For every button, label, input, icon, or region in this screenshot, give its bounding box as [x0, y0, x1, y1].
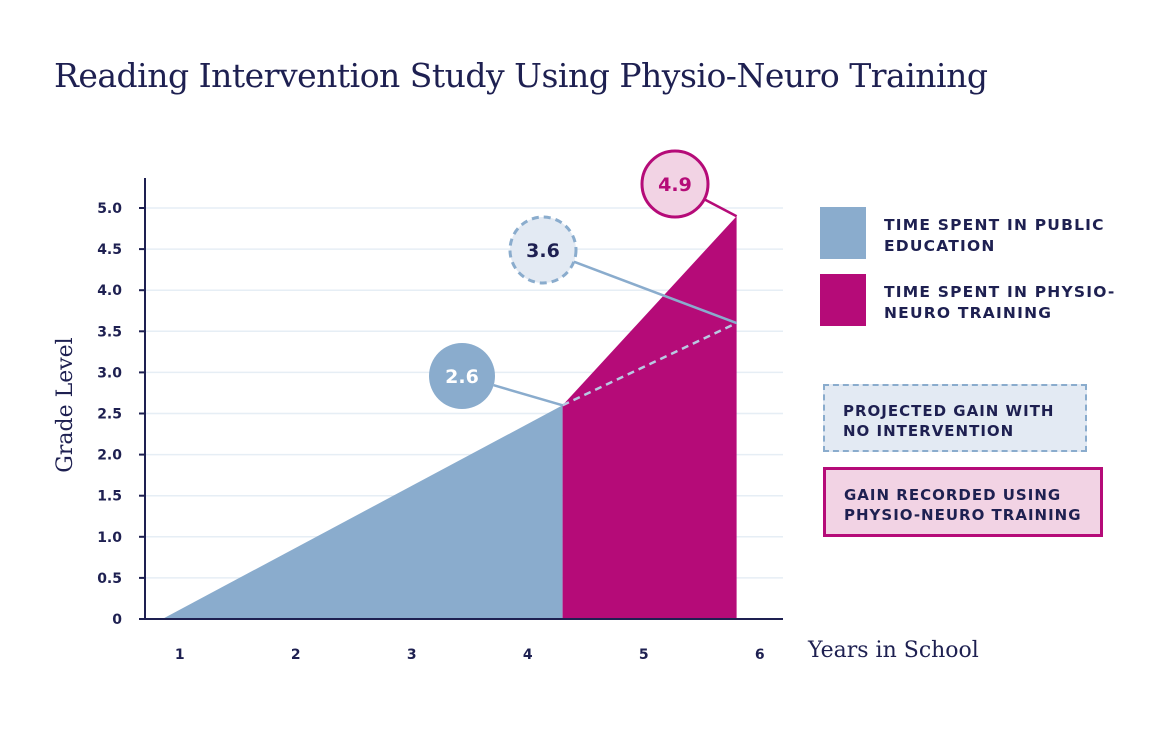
legend-box-projected: PROJECTED GAIN WITH NO INTERVENTION: [823, 384, 1087, 452]
callout-label-public: 2.6: [445, 366, 479, 388]
x-tick-label: 6: [755, 647, 765, 663]
callout-circle-public: [429, 343, 495, 409]
x-tick-label: 4: [523, 647, 533, 663]
axes: [139, 178, 783, 620]
y-tick-label: 3.0: [97, 365, 122, 381]
y-tick-label: 0: [112, 612, 122, 628]
area-physio-neuro-training: [562, 216, 737, 619]
x-tick-label: 1: [175, 647, 185, 663]
y-tick-label: 5.0: [97, 201, 122, 217]
callout-leader-public: [493, 384, 563, 407]
line-projected-gain: [562, 321, 738, 407]
y-tick-label: 1.5: [97, 489, 122, 505]
y-tick-label: 4.0: [97, 283, 122, 299]
callout-label-recorded: 4.9: [658, 174, 692, 196]
x-axis-title: Years in School: [807, 638, 979, 663]
legend-label-physio: TIME SPENT IN PHYSIO-NEURO TRAINING: [884, 283, 1116, 322]
y-tick-label: 4.5: [97, 242, 122, 258]
legend-swatch-physio: [820, 274, 866, 326]
y-tick-label: 2.5: [97, 407, 122, 423]
x-tick-label: 3: [407, 647, 417, 663]
callout-circle-recorded: [640, 149, 710, 219]
chart-title: Reading Intervention Study Using Physio-…: [54, 56, 988, 95]
callout-label-projected: 3.6: [526, 240, 560, 262]
callout-circle-projected: [508, 215, 578, 285]
data-areas: [162, 216, 738, 619]
tick-labels: 0 0.5 1.0 1.5 2.0 2.5 3.0 3.5 4.0 4.5 5.0 1 2 3 4 5 6: [97, 201, 764, 663]
area-public-education: [162, 405, 563, 619]
legend-label-public: TIME SPENT IN PUBLIC EDUCATION: [884, 216, 1105, 255]
y-tick-label: 1.0: [97, 530, 122, 546]
callouts: 2.6 3.6 4.9: [429, 149, 738, 409]
callout-leader-projected: [573, 260, 738, 325]
x-tick-label: 5: [639, 647, 649, 663]
y-axis-title: Grade Level: [53, 337, 78, 472]
y-tick-label: 3.5: [97, 324, 122, 340]
callout-leader-recorded: [703, 198, 738, 218]
y-tick-label: 2.0: [97, 448, 122, 464]
legend-box-recorded: GAIN RECORDED USING PHYSIO-NEURO TRAININ…: [823, 467, 1103, 537]
legend-swatch-public: [820, 207, 866, 259]
y-tick-label: 0.5: [97, 571, 122, 587]
x-tick-label: 2: [291, 647, 301, 663]
